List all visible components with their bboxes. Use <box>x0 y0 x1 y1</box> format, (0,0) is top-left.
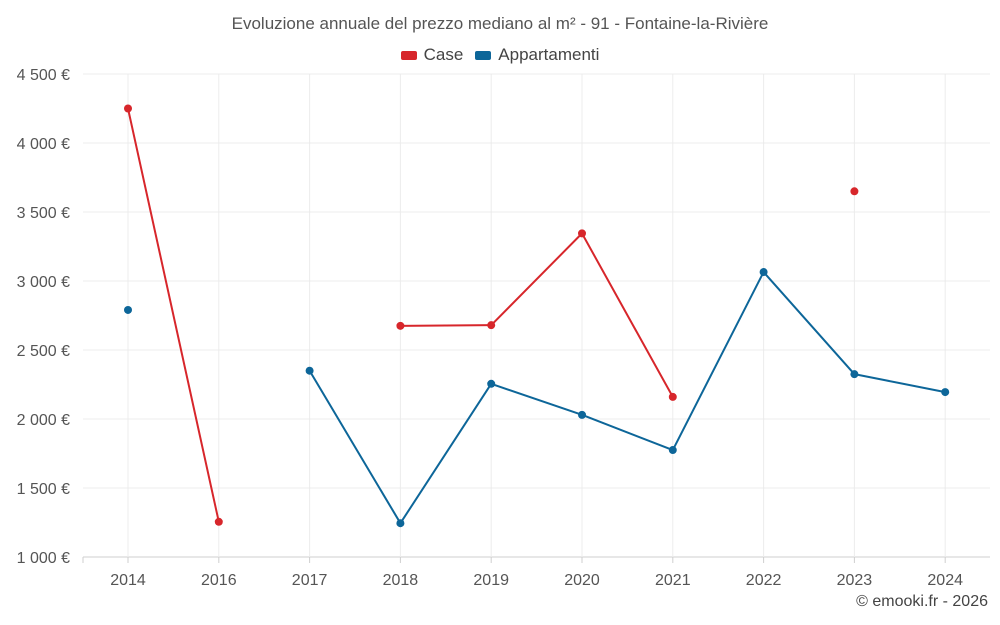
y-tick-label: 1 500 € <box>17 481 70 498</box>
y-tick-label: 3 000 € <box>17 274 70 291</box>
data-point-case <box>124 104 132 113</box>
data-point-appartamenti <box>668 446 677 455</box>
data-point-case <box>487 321 496 330</box>
series-layer <box>124 104 950 528</box>
x-tick-label: 2014 <box>110 572 146 589</box>
credit-text: © emooki.fr - 2026 <box>856 593 988 610</box>
x-tick-label: 2020 <box>564 572 600 589</box>
series-line-segment-case <box>581 232 674 398</box>
y-tick-label: 4 500 € <box>17 67 70 84</box>
series-appartamenti <box>124 268 950 528</box>
series-line-segment-appartamenti <box>762 271 856 376</box>
grid-layer <box>83 73 990 558</box>
legend-item-appartamenti[interactable]: Appartamenti <box>475 45 599 65</box>
x-tick-label: 2024 <box>927 572 963 589</box>
series-line-segment-appartamenti <box>581 413 674 452</box>
y-tick-label: 3 500 € <box>17 205 70 222</box>
data-point-case <box>578 229 586 238</box>
legend-item-case[interactable]: Case <box>400 45 464 65</box>
axis-layer: 1 000 € 1 500 € 2 000 € 2 500 € 3 000 € 3 500… <box>17 67 963 589</box>
legend-swatch-appartamenti <box>475 50 492 60</box>
series-line-segment-case <box>399 324 493 327</box>
data-point-case <box>214 517 223 526</box>
x-tick-label: 2023 <box>837 572 873 589</box>
legend: Case Appartamenti <box>0 45 1000 65</box>
series-line-segment-appartamenti <box>308 369 402 525</box>
data-point-case <box>396 321 405 330</box>
x-tick-label: 2021 <box>655 572 691 589</box>
y-tick-label: 1 000 € <box>17 550 70 567</box>
legend-swatch-case <box>400 50 417 60</box>
data-point-case <box>850 187 859 196</box>
y-tick-label: 4 000 € <box>17 136 70 153</box>
series-line-segment-case <box>127 107 220 523</box>
x-tick-label: 2019 <box>473 572 509 589</box>
legend-label-case: Case <box>423 45 464 64</box>
data-point-appartamenti <box>578 410 586 419</box>
y-tick-label: 2 000 € <box>17 412 70 429</box>
series-line-segment-case <box>490 232 583 327</box>
data-point-case <box>668 392 677 401</box>
x-tick-label: 2022 <box>746 572 782 589</box>
series-line-segment-appartamenti <box>671 271 765 452</box>
data-point-appartamenti <box>124 305 132 314</box>
data-point-appartamenti <box>396 519 405 528</box>
y-tick-label: 2 500 € <box>17 343 70 360</box>
data-point-appartamenti <box>759 268 768 277</box>
x-tick-label: 2016 <box>201 572 237 589</box>
x-tick-label: 2018 <box>383 572 419 589</box>
data-point-appartamenti <box>487 379 496 388</box>
series-line-segment-appartamenti <box>490 382 583 416</box>
data-point-appartamenti <box>941 388 950 397</box>
series-line-segment-appartamenti <box>853 373 947 394</box>
data-point-appartamenti <box>850 370 859 379</box>
legend-label-appartamenti: Appartamenti <box>498 45 600 64</box>
x-tick-label: 2017 <box>292 572 328 589</box>
series-case <box>124 104 859 526</box>
series-line-segment-appartamenti <box>399 382 493 525</box>
data-point-appartamenti <box>305 366 314 375</box>
chart-title: Evoluzione annuale del prezzo mediano al… <box>231 14 769 33</box>
